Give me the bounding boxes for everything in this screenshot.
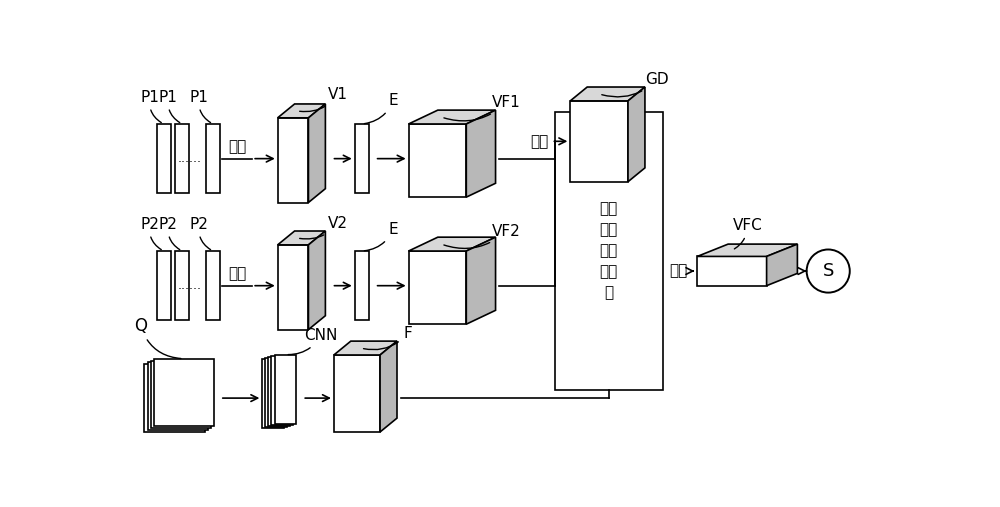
- Polygon shape: [697, 257, 767, 285]
- Bar: [144, 364, 205, 432]
- Polygon shape: [628, 87, 645, 182]
- Bar: [206, 251, 220, 320]
- Bar: [265, 358, 287, 427]
- Text: P1: P1: [140, 90, 161, 123]
- Bar: [275, 354, 296, 424]
- Text: E: E: [364, 222, 398, 251]
- Text: VFC: VFC: [732, 218, 762, 249]
- Polygon shape: [466, 237, 496, 324]
- Polygon shape: [409, 237, 496, 251]
- Bar: [206, 124, 220, 193]
- Bar: [157, 251, 171, 320]
- Text: P1: P1: [190, 90, 211, 123]
- Bar: [175, 251, 189, 320]
- Polygon shape: [466, 110, 496, 197]
- Text: 构造: 构造: [530, 134, 566, 149]
- Text: CNN: CNN: [288, 328, 337, 354]
- Circle shape: [807, 249, 850, 293]
- Bar: [175, 124, 189, 193]
- Bar: [268, 356, 290, 426]
- Text: 组成: 组成: [669, 264, 693, 278]
- Text: V1: V1: [300, 87, 348, 112]
- Text: P2: P2: [140, 216, 161, 249]
- Text: P2: P2: [190, 216, 211, 249]
- Polygon shape: [308, 104, 325, 202]
- Polygon shape: [570, 87, 645, 101]
- Text: Q: Q: [134, 317, 181, 358]
- Text: 计算
高斯
响应
性分
布: 计算 高斯 响应 性分 布: [600, 201, 618, 301]
- Polygon shape: [409, 110, 496, 124]
- Polygon shape: [334, 355, 380, 432]
- Text: ......: ......: [178, 152, 202, 165]
- Text: GD: GD: [602, 72, 669, 97]
- Bar: [271, 355, 293, 425]
- Text: P2: P2: [159, 216, 180, 249]
- Polygon shape: [409, 124, 466, 197]
- Bar: [157, 124, 171, 193]
- Polygon shape: [278, 118, 308, 202]
- Text: ......: ......: [178, 279, 202, 292]
- Polygon shape: [409, 251, 466, 324]
- Polygon shape: [278, 231, 325, 245]
- Bar: [355, 251, 369, 320]
- Polygon shape: [380, 341, 397, 432]
- Text: 排列: 排列: [228, 266, 247, 281]
- Bar: [262, 359, 284, 428]
- Text: VF2: VF2: [444, 224, 521, 248]
- Text: 排列: 排列: [228, 139, 247, 154]
- Bar: [154, 358, 214, 426]
- Text: F: F: [364, 326, 412, 350]
- Text: VF1: VF1: [444, 95, 521, 121]
- Text: S: S: [823, 262, 834, 280]
- Polygon shape: [767, 244, 797, 285]
- Bar: [151, 360, 211, 428]
- Bar: [355, 124, 369, 193]
- Polygon shape: [697, 244, 797, 257]
- Text: V2: V2: [300, 216, 348, 239]
- Polygon shape: [570, 101, 628, 182]
- Polygon shape: [278, 245, 308, 330]
- Polygon shape: [278, 104, 325, 118]
- Polygon shape: [334, 341, 397, 355]
- Bar: [555, 113, 663, 390]
- Text: P1: P1: [159, 90, 180, 123]
- Polygon shape: [308, 231, 325, 330]
- Bar: [148, 363, 208, 430]
- Text: E: E: [364, 93, 398, 124]
